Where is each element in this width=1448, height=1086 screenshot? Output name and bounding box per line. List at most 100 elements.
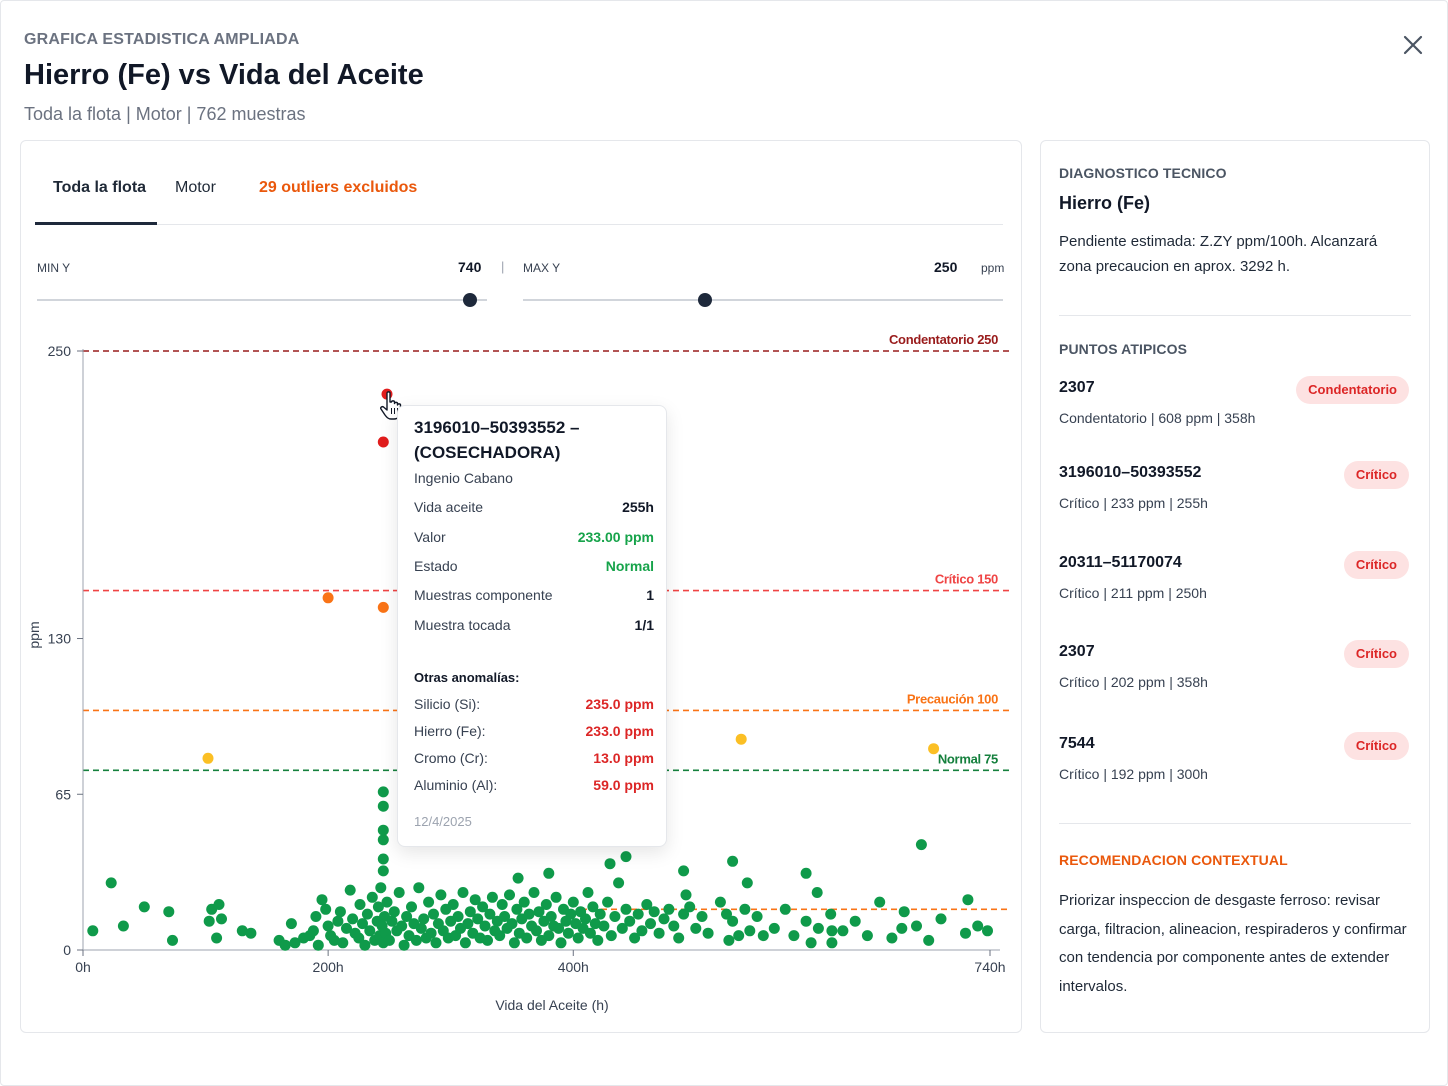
data-point[interactable] [553, 922, 565, 934]
data-point[interactable] [531, 925, 542, 937]
max-y-slider-thumb[interactable] [698, 293, 712, 307]
outlier-id[interactable]: 2307 [1059, 643, 1095, 660]
data-point[interactable] [163, 906, 175, 918]
data-point[interactable] [117, 920, 129, 932]
data-point[interactable] [898, 906, 910, 918]
data-point[interactable] [393, 887, 405, 898]
data-point[interactable] [540, 899, 552, 910]
data-point[interactable] [279, 939, 291, 951]
data-point[interactable] [605, 930, 617, 942]
data-point[interactable] [357, 918, 368, 930]
data-point[interactable] [381, 896, 393, 908]
data-point[interactable] [602, 896, 614, 908]
data-point[interactable] [545, 911, 557, 922]
data-point[interactable] [587, 901, 599, 913]
tab-motor[interactable]: Motor [175, 179, 216, 196]
data-point[interactable] [344, 884, 356, 896]
data-point[interactable] [645, 918, 656, 930]
data-point[interactable] [678, 908, 690, 920]
close-button[interactable] [1397, 29, 1429, 61]
data-point[interactable] [410, 934, 422, 946]
data-point[interactable] [565, 908, 577, 920]
data-point[interactable] [375, 882, 387, 894]
outlier-point[interactable] [322, 592, 334, 604]
data-point[interactable] [896, 922, 908, 934]
data-point[interactable] [550, 891, 562, 903]
data-point[interactable] [496, 899, 508, 910]
data-point[interactable] [604, 858, 616, 870]
data-point[interactable] [87, 925, 99, 937]
data-point[interactable] [138, 901, 150, 913]
data-point[interactable] [425, 927, 437, 939]
data-point[interactable] [779, 903, 791, 915]
data-point[interactable] [616, 922, 628, 934]
data-point[interactable] [504, 889, 515, 901]
data-point[interactable] [788, 930, 800, 942]
data-point[interactable] [620, 903, 632, 915]
data-point[interactable] [167, 934, 178, 946]
data-point[interactable] [245, 927, 257, 939]
data-point[interactable] [555, 937, 567, 949]
data-point[interactable] [911, 920, 922, 932]
data-point[interactable] [648, 906, 660, 918]
data-point[interactable] [377, 800, 389, 812]
data-point[interactable] [641, 899, 653, 910]
data-point[interactable] [105, 877, 117, 889]
data-point[interactable] [668, 920, 680, 932]
data-point[interactable] [680, 889, 692, 901]
outlier-point[interactable] [377, 436, 389, 448]
data-point[interactable] [213, 899, 225, 910]
data-point[interactable] [377, 853, 389, 865]
data-point[interactable] [727, 855, 739, 867]
data-point[interactable] [428, 908, 439, 920]
data-point[interactable] [582, 887, 594, 898]
data-point[interactable] [915, 839, 927, 851]
data-point[interactable] [484, 908, 496, 920]
data-point[interactable] [423, 896, 435, 908]
data-point[interactable] [696, 911, 708, 922]
data-point[interactable] [486, 891, 498, 903]
data-point[interactable] [861, 930, 873, 942]
data-point[interactable] [812, 922, 824, 934]
data-point[interactable] [629, 932, 641, 944]
data-point[interactable] [372, 901, 384, 913]
data-point[interactable] [413, 882, 425, 894]
data-point[interactable] [285, 918, 297, 930]
data-point[interactable] [447, 899, 459, 910]
data-point[interactable] [886, 932, 898, 944]
data-point[interactable] [620, 851, 632, 863]
data-point[interactable] [714, 896, 726, 908]
data-point[interactable] [398, 939, 410, 951]
data-point[interactable] [464, 906, 476, 918]
data-point[interactable] [289, 937, 301, 949]
data-point[interactable] [459, 937, 471, 949]
data-point[interactable] [354, 899, 366, 910]
data-point[interactable] [328, 934, 340, 946]
data-point[interactable] [479, 920, 491, 932]
data-point[interactable] [472, 913, 484, 925]
data-point[interactable] [377, 824, 389, 836]
outlier-point[interactable] [202, 752, 214, 764]
outlier-id[interactable]: 20311–51170074 [1059, 554, 1182, 571]
data-point[interactable] [572, 932, 584, 944]
data-point[interactable] [236, 925, 248, 937]
data-point[interactable] [310, 911, 322, 922]
tab-outliers-excluidos[interactable]: 29 outliers excluidos [259, 179, 418, 196]
data-point[interactable] [663, 903, 675, 915]
data-point[interactable] [684, 901, 696, 913]
data-point[interactable] [388, 906, 400, 918]
data-point[interactable] [320, 903, 332, 915]
data-point[interactable] [332, 915, 344, 927]
data-point[interactable] [741, 877, 753, 889]
data-point[interactable] [960, 927, 971, 939]
data-point[interactable] [757, 930, 769, 942]
data-point[interactable] [377, 865, 389, 877]
data-point[interactable] [636, 925, 648, 937]
tab-toda-la-flota[interactable]: Toda la flota [53, 179, 147, 196]
data-point[interactable] [580, 913, 591, 925]
data-point[interactable] [508, 937, 520, 949]
data-point[interactable] [690, 922, 702, 934]
data-point[interactable] [383, 934, 395, 946]
data-point[interactable] [962, 894, 974, 906]
data-point[interactable] [337, 937, 349, 949]
